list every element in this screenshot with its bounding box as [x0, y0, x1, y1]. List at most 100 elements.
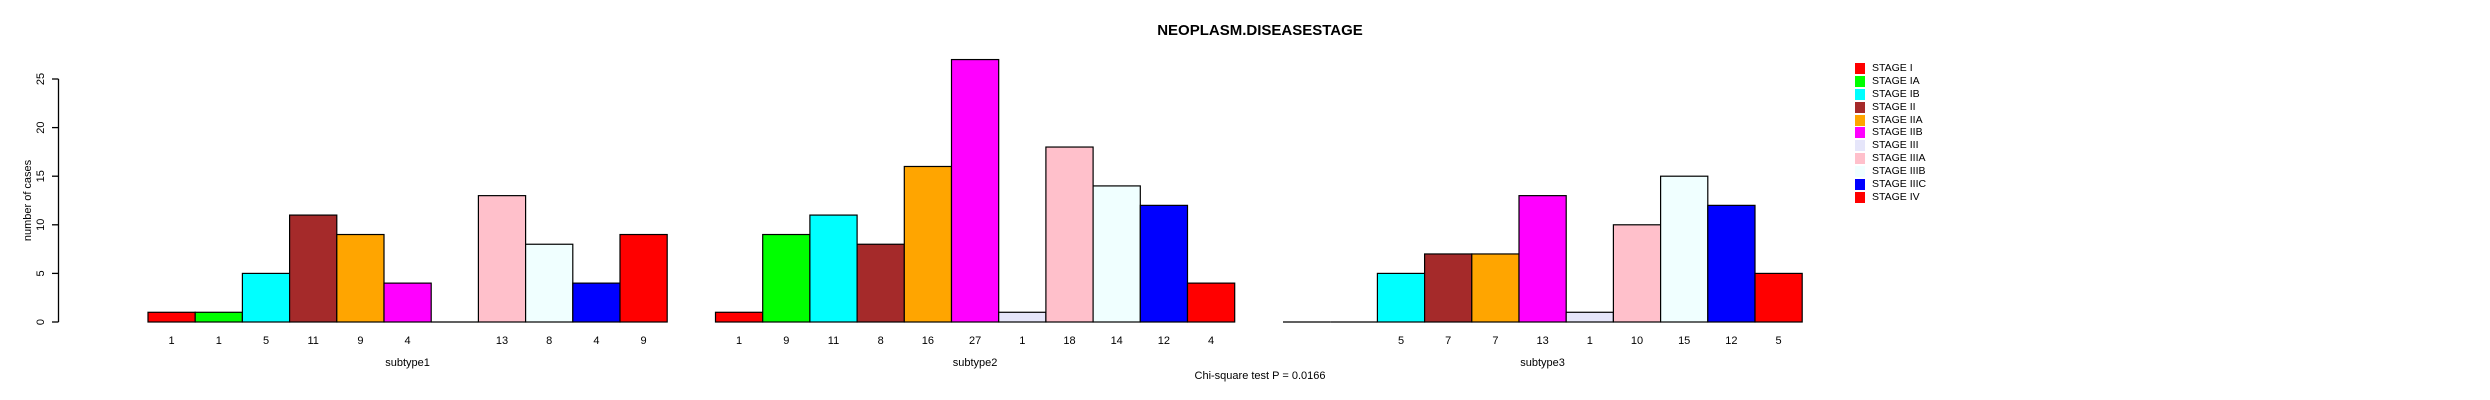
legend-swatch-stage-iiib: [1855, 166, 1865, 178]
bar-value-label: 9: [641, 335, 647, 347]
bar-value-label: 11: [307, 335, 318, 347]
legend-swatch-stage-iii: [1855, 140, 1865, 152]
legend-label: STAGE IIIC: [1872, 178, 1927, 191]
bar-value-label: 11: [828, 335, 839, 347]
bar: [1092, 185, 1141, 323]
legend-item: STAGE I: [1855, 62, 1926, 75]
bar: [1045, 146, 1094, 323]
bar: [1186, 282, 1236, 323]
legend-item: STAGE IIIC: [1855, 178, 1926, 191]
bar-value-label: 4: [405, 335, 411, 347]
bar-value-label: 5: [1398, 335, 1404, 347]
legend-swatch-stage-ia: [1855, 75, 1865, 87]
legend-label: STAGE IA: [1872, 74, 1920, 87]
legend-swatch-stage-iiic: [1855, 178, 1865, 190]
bar: [241, 272, 291, 323]
bar: [856, 243, 905, 323]
bar: [1471, 253, 1520, 323]
bar-value-label: 1: [1587, 335, 1593, 347]
legend-label: STAGE IIIB: [1872, 165, 1926, 178]
legend-item: STAGE IA: [1855, 75, 1926, 88]
bar: [572, 282, 621, 323]
legend-item: STAGE IB: [1855, 88, 1926, 101]
legend-item: STAGE IIIB: [1855, 165, 1926, 178]
bar: [383, 282, 432, 323]
chart-title: NEOPLASM.DISEASESTAGE: [1157, 22, 1363, 39]
bar: [1518, 195, 1567, 323]
bar: [1565, 311, 1614, 323]
legend-label: STAGE II: [1872, 100, 1916, 113]
legend-label: STAGE IIA: [1872, 113, 1923, 126]
legend-item: STAGE III: [1855, 139, 1926, 152]
bar-value-label: 12: [1725, 335, 1737, 347]
group-label: subtype2: [953, 357, 998, 369]
group-label: subtype1: [385, 357, 430, 369]
bar: [998, 311, 1047, 323]
legend-label: STAGE IB: [1872, 87, 1920, 100]
bar: [289, 214, 338, 323]
bar-value-label: 4: [1208, 335, 1214, 347]
bar: [1376, 272, 1426, 323]
legend-swatch-stage-iib: [1855, 127, 1865, 139]
bar-value-label: 5: [263, 335, 269, 347]
chi-square-note: Chi-square test P = 0.0166: [1194, 370, 1326, 382]
y-axis-tick-label: 25: [35, 73, 47, 85]
bar-value-label: 27: [969, 335, 981, 347]
y-axis-tick-label: 20: [35, 121, 47, 133]
legend-label: STAGE III: [1872, 139, 1919, 152]
bar-value-label: 7: [1445, 335, 1451, 347]
bar: [809, 214, 858, 323]
y-axis-tick-label: 5: [35, 270, 47, 276]
legend-label: STAGE IIB: [1872, 126, 1923, 139]
legend-item: STAGE IIB: [1855, 126, 1926, 139]
legend-swatch-stage-i: [1855, 62, 1865, 74]
bar-value-label: 1: [216, 335, 222, 347]
bar-value-label: 1: [169, 335, 175, 347]
bar: [1659, 175, 1709, 323]
bar: [1754, 272, 1803, 323]
legend-item: STAGE IIA: [1855, 114, 1926, 127]
legend-swatch-stage-ii: [1855, 101, 1865, 113]
y-axis-tick-label: 10: [35, 219, 47, 231]
bar: [194, 311, 243, 323]
legend-label: STAGE IIIA: [1872, 152, 1926, 165]
bar-value-label: 9: [357, 335, 363, 347]
bar: [524, 243, 574, 323]
legend-swatch-stage-iia: [1855, 114, 1865, 126]
bar-value-label: 12: [1158, 335, 1170, 347]
bar-value-label: 13: [1536, 335, 1548, 347]
y-axis-title: number of cases: [22, 159, 34, 241]
bar-value-label: 14: [1111, 335, 1123, 347]
legend-item: STAGE IIIA: [1855, 152, 1926, 165]
bar: [1139, 204, 1189, 323]
bar: [903, 165, 953, 323]
bar-value-label: 9: [783, 335, 789, 347]
legend-label: STAGE I: [1872, 62, 1913, 74]
y-axis-tick-label: 0: [35, 319, 47, 325]
bar-value-label: 7: [1492, 335, 1498, 347]
bar: [336, 233, 385, 323]
bar: [147, 311, 196, 323]
bar: [1612, 224, 1662, 323]
bar-value-label: 8: [878, 335, 884, 347]
bar-value-label: 4: [593, 335, 599, 347]
legend-label: STAGE IV: [1872, 190, 1920, 203]
legend: STAGE I STAGE IA STAGE IB STAGE II STAGE IIA…: [1855, 62, 1926, 204]
bar-value-label: 5: [1776, 335, 1782, 347]
bar: [950, 58, 1000, 323]
bar: [1707, 204, 1756, 323]
legend-swatch-stage-iv: [1855, 191, 1865, 203]
bar-value-label: 8: [546, 335, 552, 347]
bar: [477, 195, 527, 323]
bar: [714, 311, 764, 323]
bar-value-label: 15: [1678, 335, 1690, 347]
group-label: subtype3: [1520, 357, 1565, 369]
legend-item: STAGE IV: [1855, 191, 1926, 204]
bar: [762, 233, 811, 323]
bar-value-label: 1: [736, 335, 742, 347]
legend-item: STAGE II: [1855, 101, 1926, 114]
bar-value-label: 18: [1063, 335, 1075, 347]
bar-value-label: 1: [1019, 335, 1025, 347]
